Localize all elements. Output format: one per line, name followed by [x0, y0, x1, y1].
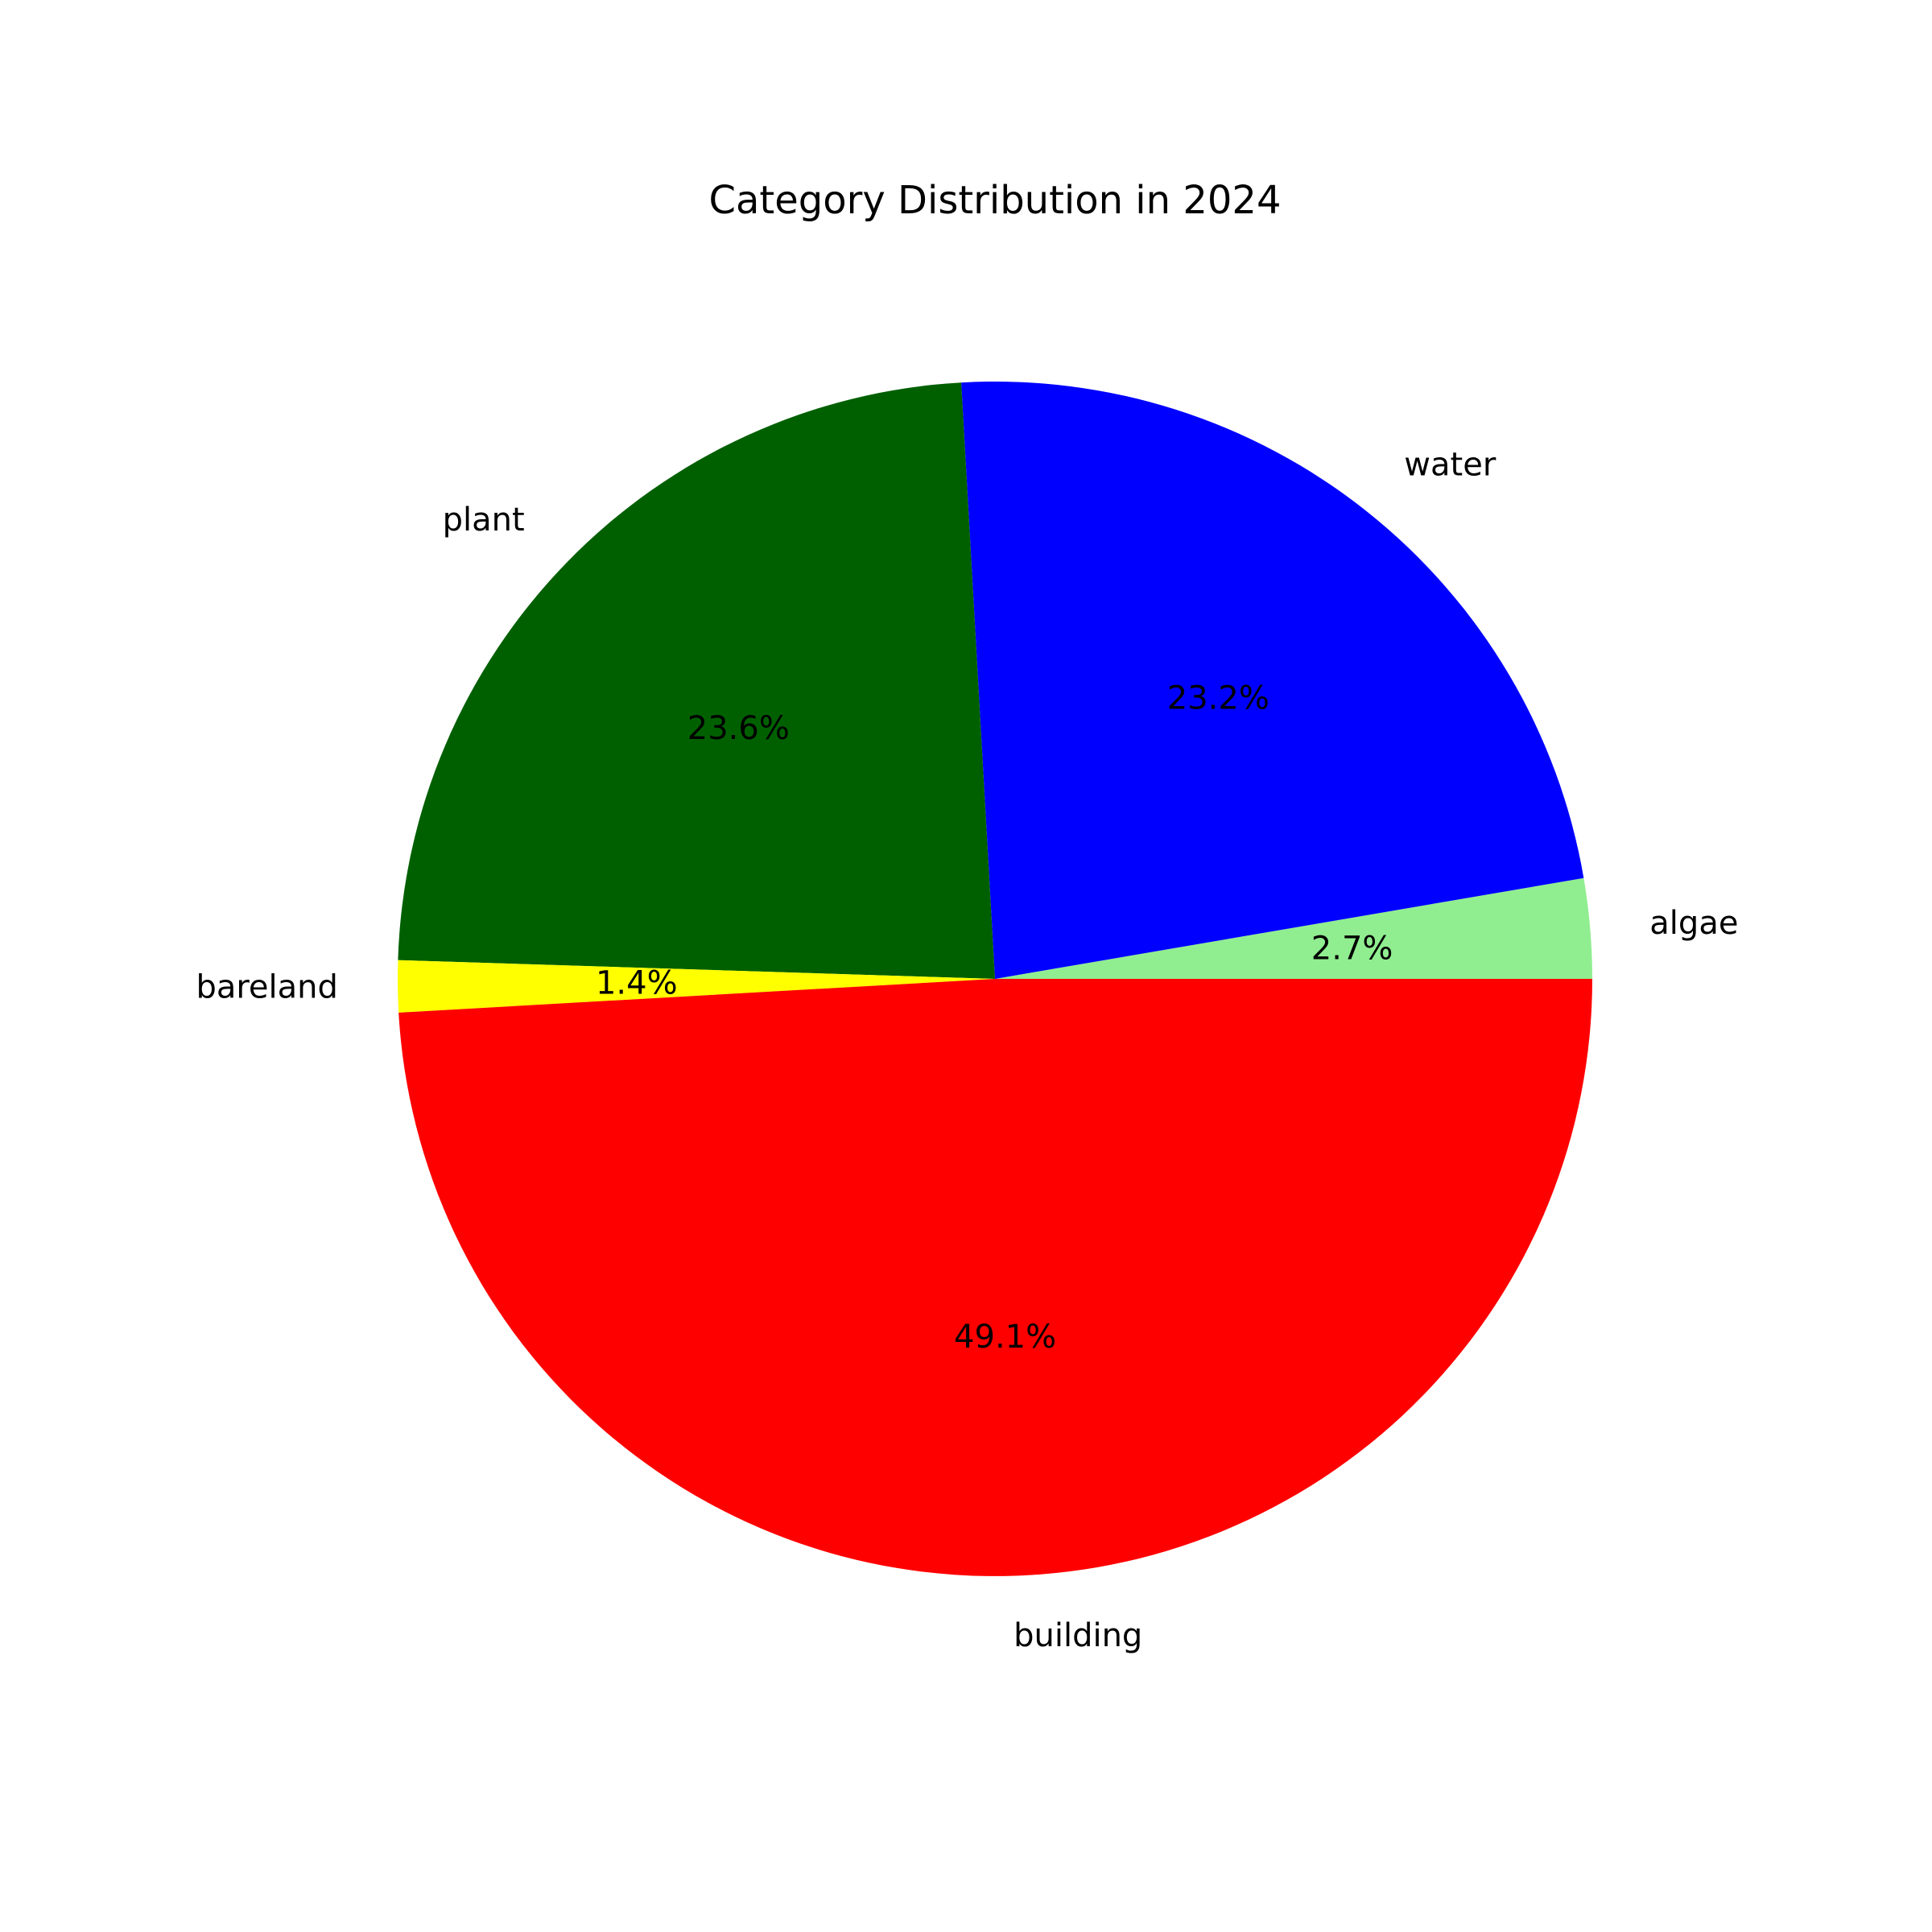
category-label-bareland: bareland	[196, 968, 337, 1005]
pct-label-bareland: 1.4%	[596, 965, 678, 1002]
pie-slice-building	[398, 979, 1593, 1576]
pct-label-water: 23.2%	[1167, 680, 1269, 717]
category-label-water: water	[1404, 446, 1496, 483]
pie-slice-plant	[398, 382, 995, 979]
pie-labels: 2.7% algae 23.2% water 23.6% plant 1.4% barelan…	[196, 446, 1738, 1653]
category-label-building: building	[1013, 1617, 1142, 1654]
pct-label-plant: 23.6%	[687, 710, 790, 747]
pct-label-algae: 2.7%	[1311, 930, 1393, 967]
pie-slice-bareland	[398, 960, 995, 1013]
pct-label-building: 49.1%	[954, 1319, 1056, 1356]
pie-slice-algae	[995, 877, 1592, 979]
pie-slice-water	[961, 382, 1584, 979]
chart-title: Category Distribution in 2024	[709, 178, 1282, 223]
category-label-plant: plant	[443, 502, 525, 539]
category-label-algae: algae	[1649, 905, 1738, 942]
pie-slices	[398, 382, 1593, 1576]
